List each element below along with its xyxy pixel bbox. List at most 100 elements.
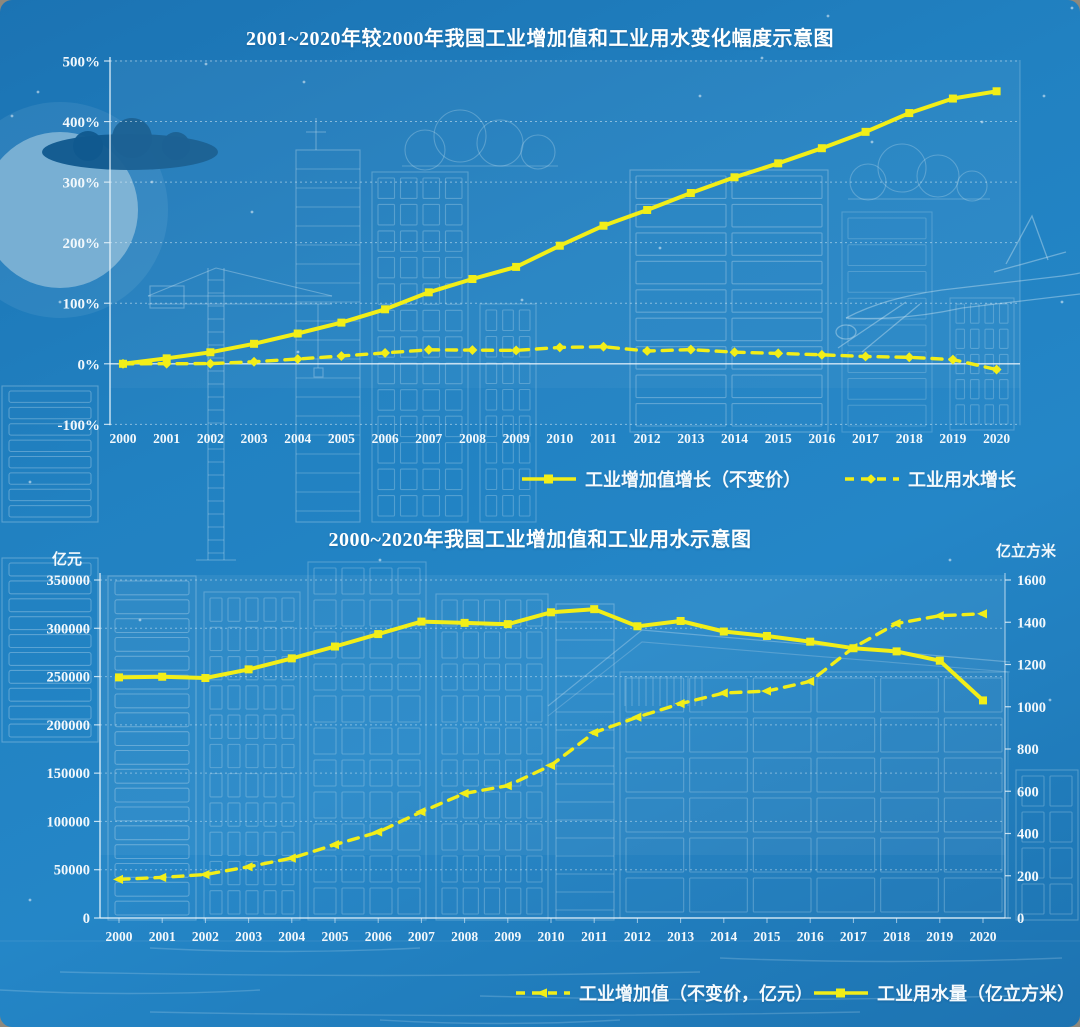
growth-x-tick-labels: 2000 2001 2002 2003 2004 2005 2006 2007 2008 2009… bbox=[110, 431, 1011, 446]
levels-right-tick-labels: 0 200 400 600 800 1000 1200 1400 1600 bbox=[1017, 573, 1046, 927]
svg-text:350000: 350000 bbox=[47, 573, 91, 589]
svg-text:2016: 2016 bbox=[797, 929, 824, 944]
svg-text:2000: 2000 bbox=[106, 929, 133, 944]
svg-text:400%: 400% bbox=[63, 115, 101, 131]
svg-text:2002: 2002 bbox=[197, 431, 224, 446]
svg-text:200000: 200000 bbox=[47, 718, 91, 734]
svg-text:2005: 2005 bbox=[322, 929, 349, 944]
svg-text:2001: 2001 bbox=[153, 431, 180, 446]
building-tower-j bbox=[435, 593, 549, 921]
legend-item-water-use: 工业用水量（亿立方米） bbox=[812, 980, 1075, 1006]
svg-text:2005: 2005 bbox=[328, 431, 355, 446]
svg-text:2010: 2010 bbox=[538, 929, 565, 944]
legend-label: 工业用水量（亿立方米） bbox=[877, 984, 1075, 1004]
svg-text:200: 200 bbox=[1017, 869, 1039, 885]
growth-plot-area bbox=[110, 60, 1020, 388]
svg-text:2018: 2018 bbox=[883, 929, 910, 944]
legend-item-added-value-growth: 工业增加值增长（不变价） bbox=[520, 466, 801, 492]
levels-x-tick-labels: 2000 2001 2002 2003 2004 2005 2006 2007 2008 2009… bbox=[106, 929, 997, 944]
dashed-triangle-legend-marker-icon bbox=[516, 988, 570, 998]
growth-y-tick-labels: 500% 400% 300% 200% 100% 0% -100% bbox=[58, 55, 101, 434]
svg-text:2017: 2017 bbox=[840, 929, 867, 944]
industrial-water-use-line bbox=[115, 605, 987, 705]
svg-text:2019: 2019 bbox=[926, 929, 953, 944]
svg-text:600: 600 bbox=[1017, 784, 1039, 800]
svg-text:300%: 300% bbox=[63, 176, 101, 192]
legend-label: 工业增加值增长（不变价） bbox=[585, 470, 801, 490]
svg-text:2006: 2006 bbox=[372, 431, 399, 446]
svg-text:2000: 2000 bbox=[110, 431, 137, 446]
svg-text:2012: 2012 bbox=[634, 431, 661, 446]
building-right-edge bbox=[1015, 769, 1079, 921]
svg-text:1600: 1600 bbox=[1017, 573, 1046, 589]
svg-text:2009: 2009 bbox=[494, 929, 521, 944]
growth-chart-title: 2001~2020年较2000年我国工业增加值和工业用水变化幅度示意图 bbox=[246, 28, 834, 50]
svg-text:150000: 150000 bbox=[47, 766, 91, 782]
svg-text:1200: 1200 bbox=[1017, 658, 1046, 674]
svg-text:50000: 50000 bbox=[54, 863, 90, 879]
svg-text:100%: 100% bbox=[63, 297, 101, 313]
levels-left-tick-labels: 0 50000 100000 150000 200000 250000 300000 3500… bbox=[47, 573, 91, 927]
cloud-outline-icon bbox=[848, 143, 990, 202]
svg-text:2013: 2013 bbox=[677, 431, 704, 446]
svg-text:-100%: -100% bbox=[58, 418, 101, 434]
building-slats-left-top bbox=[1, 385, 99, 523]
svg-text:2013: 2013 bbox=[667, 929, 694, 944]
building-tower-b bbox=[371, 171, 469, 523]
svg-text:800: 800 bbox=[1017, 742, 1039, 758]
svg-text:2004: 2004 bbox=[284, 431, 311, 446]
levels-plot-area bbox=[100, 575, 1005, 855]
svg-text:2010: 2010 bbox=[546, 431, 573, 446]
svg-text:0%: 0% bbox=[78, 357, 101, 373]
svg-text:2020: 2020 bbox=[970, 929, 997, 944]
svg-text:2003: 2003 bbox=[235, 929, 262, 944]
legend-label: 工业增加值（不变价，亿元） bbox=[579, 984, 813, 1004]
svg-text:0: 0 bbox=[83, 911, 90, 927]
svg-text:2007: 2007 bbox=[415, 431, 442, 446]
left-axis-unit-label: 亿元 bbox=[52, 552, 83, 568]
svg-text:2016: 2016 bbox=[808, 431, 835, 446]
tower-crane-icon bbox=[147, 267, 333, 561]
building-block-e bbox=[841, 211, 933, 433]
svg-text:2008: 2008 bbox=[451, 929, 478, 944]
svg-text:2009: 2009 bbox=[503, 431, 530, 446]
water-ripples bbox=[0, 940, 1080, 1025]
industrial-added-value-line bbox=[113, 609, 987, 884]
building-slats-left-bottom bbox=[1, 557, 99, 743]
svg-text:100000: 100000 bbox=[47, 814, 91, 830]
svg-text:2007: 2007 bbox=[408, 929, 435, 944]
airplane-icon bbox=[835, 214, 1080, 353]
svg-text:1000: 1000 bbox=[1017, 700, 1046, 716]
building-tower-a bbox=[295, 118, 361, 523]
industrial-water-use-growth-line bbox=[118, 341, 1002, 375]
svg-text:2014: 2014 bbox=[721, 431, 748, 446]
svg-text:2011: 2011 bbox=[590, 431, 617, 446]
svg-text:2011: 2011 bbox=[581, 929, 608, 944]
solid-line-legend-marker-icon bbox=[522, 474, 576, 484]
svg-text:0: 0 bbox=[1017, 911, 1024, 927]
svg-text:2015: 2015 bbox=[765, 431, 792, 446]
legend-label: 工业用水增长 bbox=[908, 470, 1016, 490]
svg-text:2001: 2001 bbox=[149, 929, 176, 944]
svg-text:2012: 2012 bbox=[624, 929, 651, 944]
svg-text:2020: 2020 bbox=[983, 431, 1010, 446]
right-axis-unit-label: 亿立方米 bbox=[996, 544, 1057, 560]
building-tower-g bbox=[107, 575, 197, 921]
svg-text:500%: 500% bbox=[63, 55, 101, 71]
svg-text:2002: 2002 bbox=[192, 929, 219, 944]
building-tower-i bbox=[307, 561, 427, 921]
legend-item-added-value: 工业增加值（不变价，亿元） bbox=[514, 980, 813, 1006]
legend-item-water-use-growth: 工业用水增长 bbox=[843, 466, 1016, 492]
svg-text:200%: 200% bbox=[63, 236, 101, 252]
svg-text:2014: 2014 bbox=[710, 929, 737, 944]
building-tower-k bbox=[555, 603, 615, 921]
svg-text:2015: 2015 bbox=[754, 929, 781, 944]
svg-text:2017: 2017 bbox=[852, 431, 879, 446]
svg-text:2019: 2019 bbox=[939, 431, 966, 446]
svg-text:250000: 250000 bbox=[47, 670, 91, 686]
svg-text:400: 400 bbox=[1017, 827, 1039, 843]
